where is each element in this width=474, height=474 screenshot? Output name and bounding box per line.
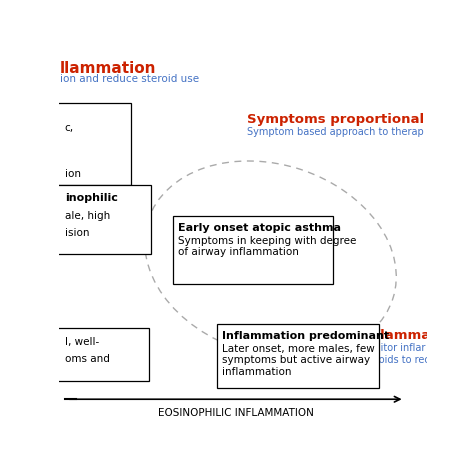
FancyBboxPatch shape — [173, 216, 333, 284]
Text: Early onset atopic asthma: Early onset atopic asthma — [178, 223, 340, 233]
Text: c,: c, — [65, 123, 74, 133]
Text: ion and reduce steroid use: ion and reduce steroid use — [60, 74, 199, 84]
Text: Symptoms in keeping with degree
of airway inflammation: Symptoms in keeping with degree of airwa… — [178, 236, 356, 257]
Text: EOSINOPHILIC INFLAMMATION: EOSINOPHILIC INFLAMMATION — [158, 408, 313, 418]
Text: llammation: llammation — [60, 61, 156, 75]
Text: ion: ion — [65, 169, 81, 179]
Text: oms and: oms and — [65, 354, 109, 364]
FancyBboxPatch shape — [217, 324, 379, 388]
Text: Inflammati: Inflammati — [360, 329, 442, 342]
Text: inophilic: inophilic — [65, 192, 118, 203]
Text: Inflammation predominant: Inflammation predominant — [222, 331, 389, 341]
FancyBboxPatch shape — [55, 328, 149, 381]
Text: Symptoms proportional to  ir: Symptoms proportional to ir — [246, 113, 465, 127]
FancyBboxPatch shape — [55, 103, 131, 185]
Text: Symptom based approach to therap: Symptom based approach to therap — [246, 127, 423, 137]
FancyBboxPatch shape — [55, 185, 151, 254]
Text: l, well-: l, well- — [65, 337, 99, 347]
Text: ale, high: ale, high — [65, 211, 110, 221]
Text: Later onset, more males, few
symptoms but active airway
inflammation: Later onset, more males, few symptoms bu… — [222, 344, 374, 377]
Text: Monitor inflar: Monitor inflar — [360, 343, 426, 354]
Text: ision: ision — [65, 228, 89, 237]
Text: steroids to rec: steroids to rec — [360, 356, 430, 365]
